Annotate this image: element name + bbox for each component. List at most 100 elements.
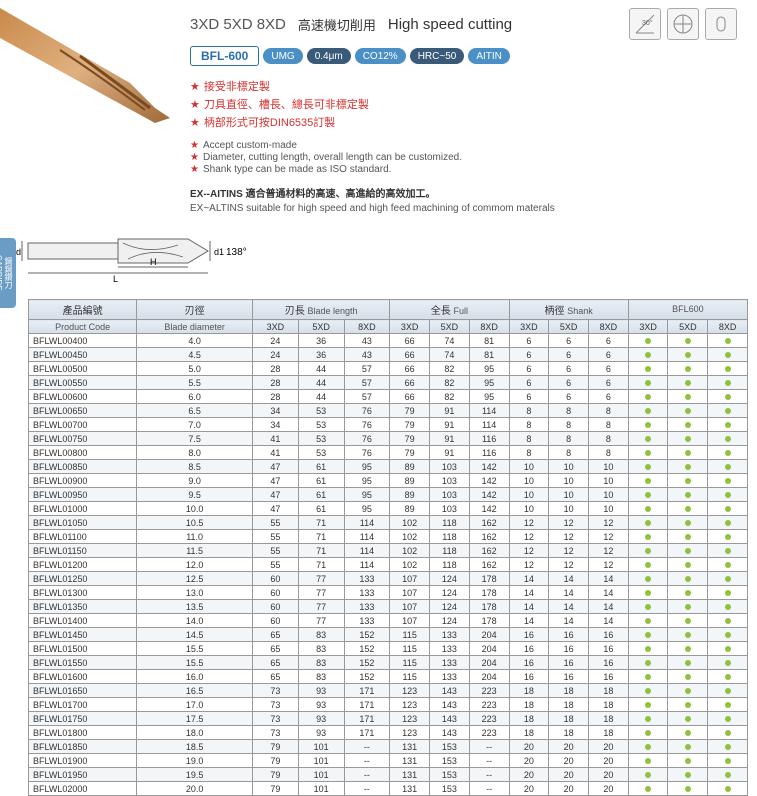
table-row: BFLWL0150015.56583152115133204161616 <box>29 642 748 656</box>
availability-dot <box>628 418 668 432</box>
spec-badge: UMG <box>263 48 302 64</box>
availability-dot <box>628 628 668 642</box>
ex-description: EX--AITINS 適合普通材料的高速、高進給的高效加工。 EX~ALTINS… <box>190 185 757 215</box>
table-row: BFLWL0180018.07393171123143223181818 <box>29 726 748 740</box>
availability-dot <box>708 460 748 474</box>
availability-dot <box>708 740 748 754</box>
availability-dot <box>708 572 748 586</box>
availability-dot <box>708 432 748 446</box>
table-row: BFLWL0185018.579101--131153--202020 <box>29 740 748 754</box>
availability-dot <box>628 642 668 656</box>
availability-dot <box>708 334 748 348</box>
availability-dot <box>628 754 668 768</box>
availability-dot <box>708 362 748 376</box>
availability-dot <box>628 572 668 586</box>
svg-text:d1: d1 <box>214 247 224 257</box>
availability-dot <box>668 544 708 558</box>
bullets-cn: ★接受非標定製 ★刀具直徑、槽長、總長可非標定製 ★柄部形式可按DIN6535訂… <box>190 78 757 130</box>
col-group-header: 刃徑 <box>137 300 253 320</box>
availability-dot <box>628 656 668 670</box>
spec-table: 產品編號刃徑刃長 Blade length全長 Full柄徑 ShankBFL6… <box>28 299 748 796</box>
dimension-diagram: d d1 138° L H <box>8 215 757 285</box>
availability-dot <box>708 544 748 558</box>
availability-dot <box>668 712 708 726</box>
col-sub-header: 8XD <box>344 320 390 334</box>
availability-dot <box>628 740 668 754</box>
header-section: 3XD 5XD 8XD 高速機切削用 High speed cutting 30… <box>0 0 757 215</box>
availability-dot <box>628 474 668 488</box>
col-sub-header: 8XD <box>588 320 628 334</box>
availability-dot <box>668 698 708 712</box>
availability-dot <box>628 586 668 600</box>
availability-dot <box>708 558 748 572</box>
availability-dot <box>668 432 708 446</box>
availability-dot <box>628 600 668 614</box>
table-row: BFLWL0190019.079101--131153--202020 <box>29 754 748 768</box>
table-row: BFLWL0200020.079101--131153--202020 <box>29 782 748 796</box>
availability-dot <box>668 754 708 768</box>
availability-dot <box>668 642 708 656</box>
spec-icon-group: 30° <box>629 8 757 40</box>
availability-dot <box>628 516 668 530</box>
xd-sizes-title: 3XD 5XD 8XD <box>190 16 286 33</box>
col-group-header: 全長 Full <box>390 300 509 320</box>
table-row: BFLWL007007.03453767991114888 <box>29 418 748 432</box>
table-row: BFLWL0120012.05571114102118162121212 <box>29 558 748 572</box>
svg-text:30°: 30° <box>642 19 653 27</box>
availability-dot <box>668 488 708 502</box>
spec-badge: HRC~50 <box>410 48 465 64</box>
table-row: BFLWL0110011.05571114102118162121212 <box>29 530 748 544</box>
col-sub-header: 5XD <box>298 320 344 334</box>
col-sub-header: 5XD <box>549 320 589 334</box>
table-header: 產品編號刃徑刃長 Blade length全長 Full柄徑 ShankBFL6… <box>29 300 748 334</box>
availability-dot <box>668 334 708 348</box>
availability-dot <box>708 614 748 628</box>
availability-dot <box>628 712 668 726</box>
availability-dot <box>668 516 708 530</box>
table-row: BFLWL006506.53453767991114888 <box>29 404 748 418</box>
availability-dot <box>628 362 668 376</box>
availability-dot <box>708 418 748 432</box>
availability-dot <box>708 530 748 544</box>
table-row: BFLWL008508.547619589103142101010 <box>29 460 748 474</box>
table-row: BFLWL0100010.047619589103142101010 <box>29 502 748 516</box>
availability-dot <box>708 656 748 670</box>
availability-dot <box>668 558 708 572</box>
availability-dot <box>668 586 708 600</box>
svg-text:d: d <box>16 247 21 257</box>
availability-dot <box>628 376 668 390</box>
table-row: BFLWL006006.0284457668295666 <box>29 390 748 404</box>
availability-dot <box>668 376 708 390</box>
spec-badge: 0.4μm <box>307 48 351 64</box>
table-row: BFLWL0175017.57393171123143223181818 <box>29 712 748 726</box>
availability-dot <box>708 474 748 488</box>
table-row: BFLWL009009.047619589103142101010 <box>29 474 748 488</box>
availability-dot <box>708 628 748 642</box>
table-row: BFLWL0105010.55571114102118162121212 <box>29 516 748 530</box>
availability-dot <box>708 684 748 698</box>
availability-dot <box>668 404 708 418</box>
availability-dot <box>668 740 708 754</box>
table-row: BFLWL005005.0284457668295666 <box>29 362 748 376</box>
col-group-header: BFL600 <box>628 300 747 320</box>
availability-dot <box>668 628 708 642</box>
col-sub-header: 8XD <box>469 320 509 334</box>
col-sub-header: 5XD <box>430 320 470 334</box>
availability-dot <box>668 474 708 488</box>
availability-dot <box>708 390 748 404</box>
col-group-header: 刃長 Blade length <box>252 300 389 320</box>
availability-dot <box>668 530 708 544</box>
availability-dot <box>628 558 668 572</box>
availability-dot <box>628 698 668 712</box>
table-row: BFLWL0115011.55571114102118162121212 <box>29 544 748 558</box>
badge-row: BFL-600 UMG 0.4μm CO12% HRC~50 AITIN <box>190 46 757 66</box>
availability-dot <box>628 782 668 796</box>
table-row: BFLWL0160016.06583152115133204161616 <box>29 670 748 684</box>
cn-title: 高速機切削用 <box>298 15 376 34</box>
availability-dot <box>628 432 668 446</box>
availability-dot <box>708 348 748 362</box>
table-row: BFLWL0125012.56077133107124178141414 <box>29 572 748 586</box>
table-row: BFLWL0155015.56583152115133204161616 <box>29 656 748 670</box>
svg-text:L: L <box>113 274 118 284</box>
availability-dot <box>668 656 708 670</box>
